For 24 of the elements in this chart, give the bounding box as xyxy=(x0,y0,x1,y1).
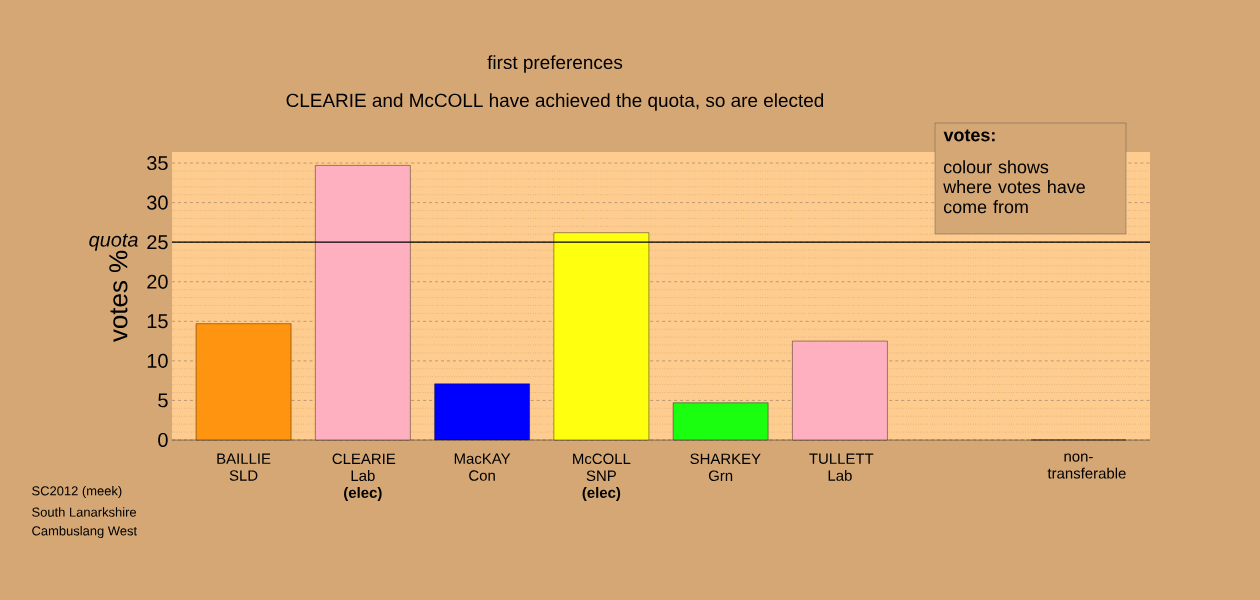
x-tick-label: CLEARIE Lab (elec) xyxy=(332,453,396,501)
ref-line-label: quota xyxy=(89,233,138,251)
y-tick-label: 0 xyxy=(158,432,168,448)
text: South Lanarkshire xyxy=(32,507,137,517)
x-tick-label: MacKAY Con xyxy=(454,453,511,481)
y-tick-label: 10 xyxy=(147,353,168,368)
x-tick-label: McCOLL SNP (elec) xyxy=(573,453,631,501)
text: votes: xyxy=(943,129,995,142)
y-tick-label: 20 xyxy=(147,274,168,289)
y-tick-label: 15 xyxy=(147,314,168,329)
x-tick-label: SHARKEY Grn xyxy=(690,453,761,482)
y-tick-label: 35 xyxy=(147,156,168,171)
y-tick-label: 25 xyxy=(147,235,168,250)
x-tick-label: BAILLIE SLD xyxy=(217,453,271,481)
y-tick-label: 5 xyxy=(158,393,168,408)
chart-subtitle: CLEARIE and McCOLL have achieved the quota, so are elected xyxy=(286,93,824,111)
y-axis-title: votes % xyxy=(109,250,128,342)
y-tick-label: 30 xyxy=(147,195,168,210)
text: SC2012 (meek) xyxy=(32,485,122,499)
x-tick-label: non-transferable xyxy=(1047,453,1126,479)
annotation: colour shows where votes have come from xyxy=(943,160,1085,214)
chart-title: first preferences xyxy=(487,55,623,73)
text: Cambuslang West xyxy=(32,525,137,539)
x-tick-label: TULLETT Lab xyxy=(809,453,874,481)
